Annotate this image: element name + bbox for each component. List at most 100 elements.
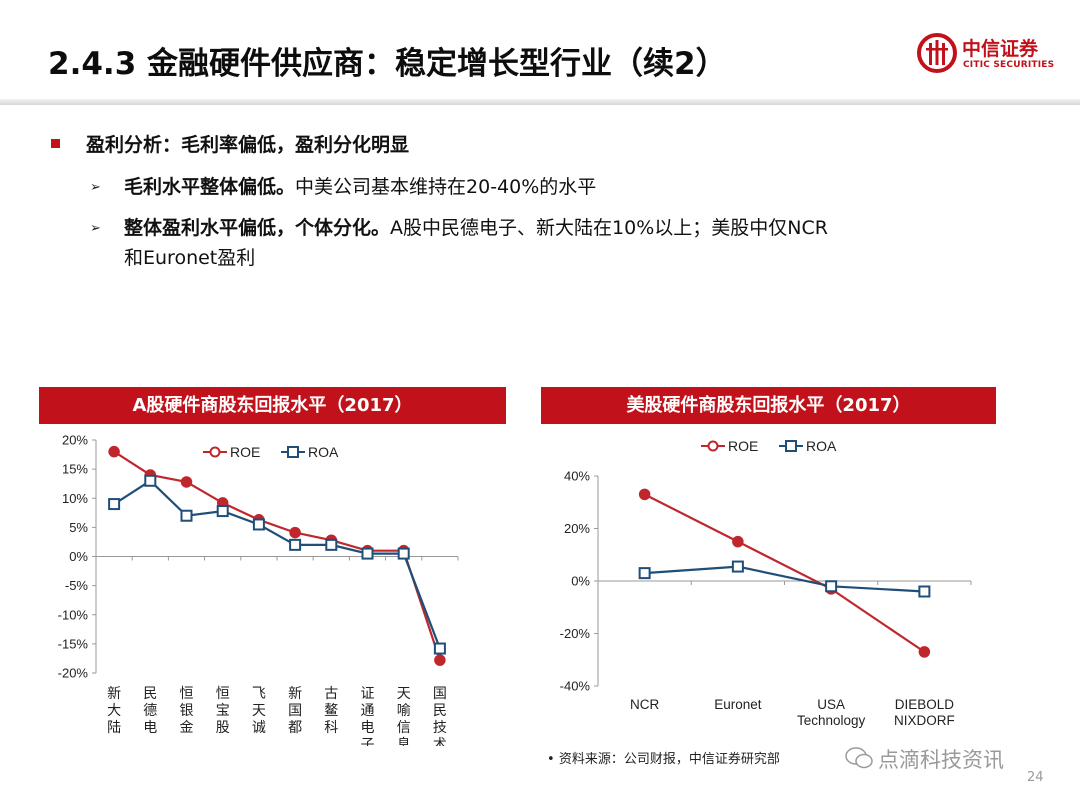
wechat-icon <box>845 747 873 769</box>
x-category-label: 陆 <box>107 719 121 735</box>
title-divider <box>0 99 1080 105</box>
x-category-label: 恒 <box>180 685 194 701</box>
y-tick-label: 0% <box>69 549 88 564</box>
roa-point <box>108 498 121 511</box>
roa-point <box>731 560 744 573</box>
roa-point <box>918 585 931 598</box>
x-category-label: 术 <box>433 736 447 746</box>
x-category-label: 诚 <box>252 719 266 735</box>
sub-bullet-1-text: 中美公司基本维持在20-40%的水平 <box>295 176 597 198</box>
chart-a-share: 20%15%10%5%0%-5%-10%-15%-20%新大陆民德电恒银金恒宝股… <box>58 433 459 746</box>
x-category-label: NIXDORF <box>894 713 955 728</box>
citic-logo: 中信证券 CITIC SECURITIES <box>916 32 1066 76</box>
sub-bullet-2-text: A股中民德电子、新大陆在10%以上；美股中仅NCR <box>390 217 828 239</box>
y-tick-label: -5% <box>65 578 89 593</box>
x-category-label: 德 <box>143 702 157 718</box>
slide-title: 2.4.3 金融硬件供应商：稳定增长型行业（续2） <box>48 46 727 82</box>
roa-point <box>397 547 410 560</box>
arrow-bullet-icon: ➢ <box>90 221 101 236</box>
page-number: 24 <box>1027 770 1044 785</box>
y-tick-label: -20% <box>58 666 89 681</box>
roe-point <box>289 526 301 539</box>
y-tick-label: 10% <box>62 491 88 506</box>
roe-point <box>180 476 193 488</box>
legend-roa-marker <box>785 440 797 452</box>
source-note: • 资料来源：公司财报，中信证券研究部 <box>547 752 780 767</box>
y-tick-label: -40% <box>560 679 591 694</box>
legend-roa-label: ROA <box>806 438 837 454</box>
sub-bullet-1-bold: 毛利水平整体偏低。 <box>124 176 296 198</box>
x-category-label: 国 <box>288 702 302 718</box>
y-tick-label: 0% <box>571 574 590 589</box>
x-category-label: 恒 <box>216 685 230 701</box>
x-category-label: 民 <box>143 685 157 701</box>
chart-a-title: A股硬件商股东回报水平（2017） <box>39 387 506 424</box>
series-line-roa <box>113 479 441 649</box>
x-category-label: 飞 <box>252 685 266 701</box>
title-bar: 2.4.3 金融硬件供应商：稳定增长型行业（续2） 中信证券 CITIC SEC… <box>0 0 1080 105</box>
x-category-label: 科 <box>324 719 338 735</box>
roe-point <box>918 646 931 658</box>
y-tick-label: 15% <box>62 462 88 477</box>
x-category-label: 技 <box>433 719 447 735</box>
x-category-label: 古 <box>324 685 338 701</box>
logo-cn-text: 中信证券 <box>962 38 1039 60</box>
watermark-text: 点滴科技资讯 <box>878 748 1004 772</box>
x-category-label: 宝 <box>216 702 230 718</box>
x-category-label: 民 <box>433 702 447 718</box>
x-category-label: 新 <box>107 685 121 701</box>
series-line-roe <box>113 450 441 661</box>
series-line-roe <box>644 493 926 653</box>
y-tick-label: 20% <box>62 433 88 448</box>
roa-point <box>638 567 651 580</box>
roe-point <box>638 488 651 501</box>
square-bullet-icon <box>51 139 60 148</box>
x-category-label: USA <box>817 697 845 712</box>
bullet-main-text: 盈利分析：毛利率偏低，盈利分化明显 <box>86 134 410 156</box>
legend-roa-marker <box>287 446 299 458</box>
legend-roe-label: ROE <box>230 444 260 460</box>
x-category-label: 通 <box>361 702 375 718</box>
roa-point <box>144 474 157 487</box>
x-category-label: Euronet <box>714 697 762 712</box>
roa-point <box>180 509 193 522</box>
x-category-label: 天 <box>397 685 411 701</box>
x-category-label: 子 <box>361 736 375 746</box>
legend-roa-label: ROA <box>308 444 339 460</box>
roa-point <box>325 538 338 551</box>
legend-roe-marker <box>209 446 221 458</box>
x-category-label: 国 <box>433 685 447 701</box>
x-category-label: NCR <box>630 697 659 712</box>
x-category-label: 鳌 <box>324 702 338 718</box>
roa-point <box>289 538 302 551</box>
x-category-label: 天 <box>252 702 266 718</box>
x-category-label: Technology <box>797 713 866 728</box>
roa-point <box>216 505 229 518</box>
x-category-label: 大 <box>107 702 121 718</box>
logo-en-text: CITIC SECURITIES <box>963 60 1055 70</box>
y-tick-label: -10% <box>58 607 89 622</box>
series-line-roa <box>644 565 925 593</box>
roa-point <box>825 580 838 593</box>
x-category-label: DIEBOLD <box>895 697 955 712</box>
chart-us-title: 美股硬件商股东回报水平（2017） <box>541 387 996 424</box>
sub-bullet-2-bold: 整体盈利水平偏低，个体分化。 <box>124 217 391 239</box>
bullet-main: 盈利分析：毛利率偏低，盈利分化明显 <box>51 130 409 157</box>
roe-point <box>108 445 120 458</box>
roa-point <box>361 547 374 560</box>
x-category-label: 喻 <box>397 702 411 718</box>
citic-logo-icon <box>917 33 957 73</box>
x-category-label: 电 <box>143 719 157 735</box>
roa-point <box>433 642 446 655</box>
x-category-label: 银 <box>180 702 194 718</box>
legend-roe-label: ROE <box>728 438 758 454</box>
x-category-label: 信 <box>397 719 411 735</box>
arrow-bullet-icon: ➢ <box>90 180 101 195</box>
x-category-label: 电 <box>361 719 375 735</box>
y-tick-label: 5% <box>69 520 88 535</box>
y-tick-label: 20% <box>564 521 590 536</box>
legend-roe-marker <box>707 440 719 452</box>
y-tick-label: -20% <box>560 626 591 641</box>
x-category-label: 都 <box>288 719 302 735</box>
